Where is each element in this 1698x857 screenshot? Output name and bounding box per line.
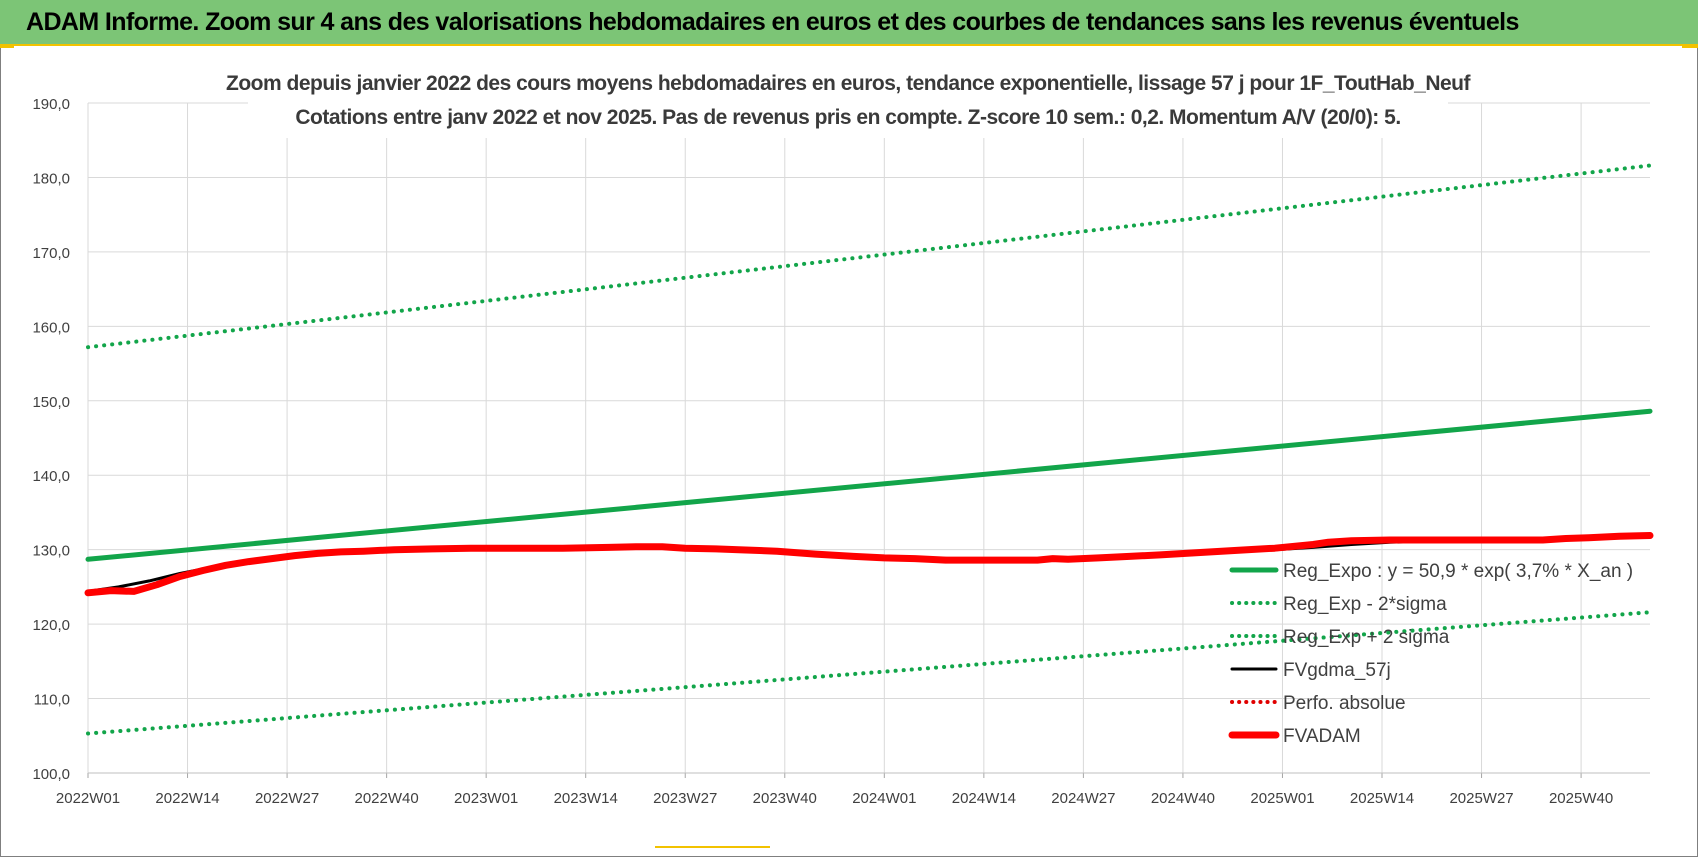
series-line-5	[84, 532, 1654, 597]
legend-label: Perfo. absolue	[1283, 693, 1406, 714]
chart-title: Zoom depuis janvier 2022 des cours moyen…	[226, 72, 1472, 95]
x-tick-label: 2025W40	[1549, 790, 1613, 807]
x-tick-label: 2023W40	[753, 790, 817, 807]
x-tick-label: 2025W14	[1350, 790, 1414, 807]
x-tick-label: 2024W14	[952, 790, 1016, 807]
x-tick-label: 2023W14	[554, 790, 618, 807]
chart-titles: Zoom depuis janvier 2022 des cours moyen…	[226, 64, 1472, 138]
legend-label: FVgdma_57j	[1283, 660, 1391, 681]
corner-accent-right	[1682, 46, 1698, 48]
legend-label: Reg_Exp - 2*sigma	[1283, 594, 1447, 615]
y-tick-label: 150,0	[32, 394, 70, 411]
y-tick-label: 120,0	[32, 617, 70, 634]
header-banner: ADAM Informe. Zoom sur 4 ans des valoris…	[0, 0, 1698, 46]
series-lines	[84, 163, 1654, 736]
corner-accent-bottom	[655, 846, 770, 848]
grid	[87, 102, 1650, 778]
y-tick-label: 170,0	[32, 245, 70, 262]
series-line-0	[85, 408, 1653, 562]
x-axis-ticks: 2022W01 2022W14 2022W27 2022W40 2023W01 2023W…	[56, 790, 1613, 807]
series-line-1	[86, 610, 1652, 736]
x-tick-label: 2022W40	[355, 790, 419, 807]
x-tick-label: 2024W27	[1051, 790, 1115, 807]
legend-label: Reg_Expo : y = 50,9 * exp( 3,7% * X_an )	[1283, 561, 1633, 582]
x-tick-label: 2025W01	[1250, 790, 1314, 807]
x-tick-label: 2022W14	[155, 790, 219, 807]
y-tick-label: 130,0	[32, 543, 70, 560]
banner-title: ADAM Informe. Zoom sur 4 ans des valoris…	[26, 8, 1519, 36]
series-line-2	[86, 163, 1652, 350]
x-tick-label: 2022W01	[56, 790, 120, 807]
y-tick-label: 110,0	[34, 692, 70, 709]
y-axis-ticks: 100,0 110,0 120,0 130,0 140,0 150,0 160,0 170,0…	[32, 96, 70, 783]
y-tick-label: 140,0	[32, 468, 70, 485]
legend: Reg_Expo : y = 50,9 * exp( 3,7% * X_an )…	[1228, 561, 1633, 747]
legend-label: Reg_Exp + 2 sigma	[1283, 627, 1450, 648]
x-tick-label: 2023W27	[653, 790, 717, 807]
x-tick-label: 2024W01	[852, 790, 916, 807]
y-tick-label: 160,0	[32, 319, 70, 336]
x-tick-label: 2025W27	[1449, 790, 1513, 807]
x-tick-label: 2023W01	[454, 790, 518, 807]
title-background	[248, 64, 1448, 138]
y-tick-label: 180,0	[32, 170, 70, 187]
corner-accent-left	[0, 46, 14, 48]
y-tick-label: 190,0	[32, 96, 70, 113]
chart-subtitle: Cotations entre janv 2022 et nov 2025. P…	[295, 106, 1400, 129]
legend-label: FVADAM	[1283, 726, 1361, 747]
y-tick-label: 100,0	[32, 766, 70, 783]
x-tick-label: 2024W40	[1151, 790, 1215, 807]
x-tick-label: 2022W27	[255, 790, 319, 807]
